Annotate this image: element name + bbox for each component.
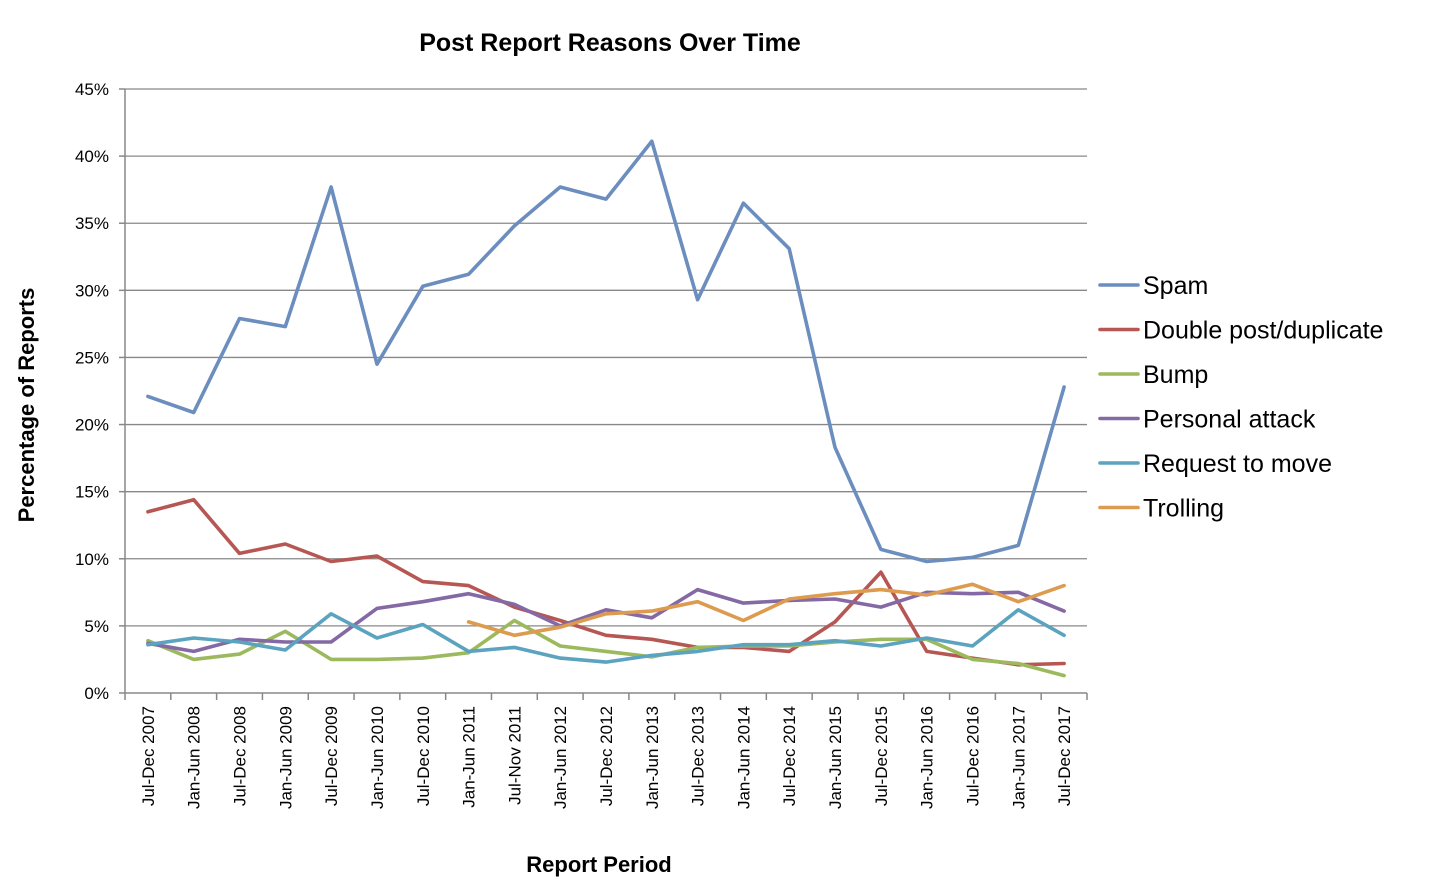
x-tick-label: Jul-Dec 2008: [231, 706, 250, 806]
y-tick-label: 40%: [75, 147, 109, 166]
x-tick-label: Jan-Jun 2009: [276, 706, 295, 809]
x-tick-label: Jan-Jun 2015: [826, 706, 845, 809]
x-tick-label: Jul-Dec 2007: [139, 706, 158, 806]
y-axis-title: Percentage of Reports: [14, 288, 39, 523]
series-line-request-to-move: [146, 608, 1066, 664]
y-tick-label: 0%: [84, 684, 109, 703]
x-tick-label: Jul-Dec 2014: [780, 706, 799, 806]
series-line-double-post-duplicate: [146, 497, 1066, 667]
legend: Spam Double post/duplicate Bump Personal at…: [1098, 272, 1383, 523]
legend-label-double-post-duplicate: Double post/duplicate: [1143, 317, 1383, 345]
legend-label-personal-attack: Personal attack: [1143, 406, 1316, 434]
x-tick-label: Jan-Jun 2012: [551, 706, 570, 809]
x-tick-label: Jul-Dec 2009: [322, 706, 341, 806]
y-axis-ticks: 0% 5% 10% 15% 20% 25% 30% 35% 40% 45%: [75, 80, 125, 703]
series-lines: [146, 139, 1066, 678]
x-tick-label: Jan-Jun 2017: [1009, 706, 1028, 809]
y-tick-label: 30%: [75, 281, 109, 300]
y-tick-label: 25%: [75, 348, 109, 367]
legend-label-request-to-move: Request to move: [1143, 450, 1332, 478]
x-tick-label: Jul-Dec 2013: [689, 706, 708, 806]
x-tick-label: Jan-Jun 2013: [643, 706, 662, 809]
chart-title: Post Report Reasons Over Time: [419, 29, 801, 57]
legend-label-spam: Spam: [1143, 272, 1208, 300]
x-tick-label: Jan-Jun 2008: [185, 706, 204, 809]
legend-label-bump: Bump: [1143, 361, 1208, 389]
x-tick-label: Jul-Dec 2016: [963, 706, 982, 806]
y-tick-label: 45%: [75, 80, 109, 99]
series-line-trolling: [466, 582, 1066, 638]
x-tick-label: Jan-Jun 2011: [460, 706, 479, 808]
y-tick-label: 35%: [75, 214, 109, 233]
axes: [124, 89, 1087, 694]
series-line-personal-attack: [146, 587, 1066, 654]
x-tick-label: Jan-Jun 2016: [918, 706, 937, 809]
x-tick-label: Jul-Dec 2010: [414, 706, 433, 806]
x-tick-label: Jul-Dec 2017: [1055, 706, 1074, 806]
y-tick-label: 10%: [75, 550, 109, 569]
gridlines: [125, 88, 1087, 627]
legend-label-trolling: Trolling: [1143, 495, 1224, 523]
y-tick-label: 15%: [75, 483, 109, 502]
y-tick-label: 5%: [84, 617, 109, 636]
series-line-spam: [146, 139, 1066, 564]
x-tick-label: Jan-Jun 2014: [734, 706, 753, 809]
x-tick-label: Jan-Jun 2010: [368, 706, 387, 809]
x-axis-ticks: Jul-Dec 2007 Jan-Jun 2008 Jul-Dec 2008 Jan-…: [124, 693, 1088, 809]
y-tick-label: 20%: [75, 416, 109, 435]
x-axis-title: Report Period: [526, 852, 671, 877]
x-tick-label: Jul-Dec 2015: [872, 706, 891, 806]
x-tick-label: Jul-Dec 2012: [597, 706, 616, 806]
x-tick-label: Jul-Nov 2011: [505, 706, 524, 805]
